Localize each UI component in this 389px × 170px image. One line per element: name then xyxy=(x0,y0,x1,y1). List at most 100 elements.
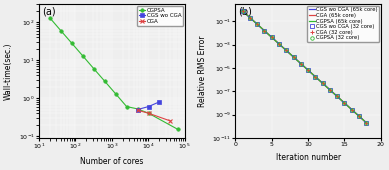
CGPSA xyxy=(113,93,118,95)
Line: CGPSA: CGPSA xyxy=(48,16,180,131)
CGA xyxy=(168,120,173,122)
CGA (32 core) xyxy=(240,10,245,12)
CGS wo CGA (65k core) xyxy=(240,10,245,12)
X-axis label: Iteration number: Iteration number xyxy=(275,152,341,162)
CGPSA (65k core) xyxy=(313,76,318,78)
CGPSA (32 core) xyxy=(247,16,252,19)
CGS wo CGA xyxy=(157,101,162,103)
CGA xyxy=(146,112,151,114)
CGS wo CGA xyxy=(135,108,140,111)
CGS wo CGA (32 core) xyxy=(364,122,369,124)
CGA (32 core) xyxy=(313,76,318,78)
CGS wo CGA (32 core) xyxy=(320,82,325,84)
Line: CGS wo CGA (32 core): CGS wo CGA (32 core) xyxy=(241,9,368,124)
CGPSA (32 core) xyxy=(262,30,267,32)
CGA (65k core) xyxy=(306,69,310,71)
CGA (32 core) xyxy=(364,122,369,124)
CGS wo CGA (65k core) xyxy=(247,16,252,19)
CGA (65k core) xyxy=(277,43,281,45)
CGS wo CGA xyxy=(146,106,151,108)
CGA (65k core) xyxy=(313,76,318,78)
CGA (65k core) xyxy=(342,102,347,104)
Text: (a): (a) xyxy=(42,7,56,17)
CGA (32 core) xyxy=(284,49,289,52)
CGS wo CGA (32 core) xyxy=(335,95,340,97)
CGPSA (32 core) xyxy=(328,89,332,91)
CGA (65k core) xyxy=(247,16,252,19)
CGS wo CGA (32 core) xyxy=(349,109,354,111)
CGPSA (65k core) xyxy=(269,36,274,38)
CGPSA (65k core) xyxy=(298,63,303,65)
CGS wo CGA (32 core) xyxy=(298,63,303,65)
CGA (65k core) xyxy=(357,115,361,117)
CGA (65k core) xyxy=(262,30,267,32)
CGPSA xyxy=(135,108,140,110)
CGPSA (32 core) xyxy=(291,56,296,58)
CGS wo CGA (65k core) xyxy=(342,102,347,104)
CGS wo CGA (65k core) xyxy=(328,89,332,91)
CGPSA (65k core) xyxy=(335,95,340,97)
CGA (65k core) xyxy=(298,63,303,65)
CGA (65k core) xyxy=(349,109,354,111)
CGS wo CGA (65k core) xyxy=(262,30,267,32)
Y-axis label: Wall-time(sec.): Wall-time(sec.) xyxy=(4,42,13,100)
CGA (65k core) xyxy=(364,122,369,124)
CGPSA xyxy=(91,68,96,70)
CGPSA (65k core) xyxy=(306,69,310,71)
CGA (32 core) xyxy=(262,30,267,32)
CGPSA (32 core) xyxy=(335,95,340,97)
CGA (32 core) xyxy=(342,102,347,104)
Line: CGA (65k core): CGA (65k core) xyxy=(243,11,366,123)
CGPSA (65k core) xyxy=(328,89,332,91)
CGA (32 core) xyxy=(357,115,361,117)
CGPSA (32 core) xyxy=(269,36,274,38)
CGPSA xyxy=(146,112,151,114)
CGS wo CGA (65k core) xyxy=(313,76,318,78)
CGA (32 core) xyxy=(247,16,252,19)
CGPSA (65k core) xyxy=(342,102,347,104)
CGPSA xyxy=(81,55,85,57)
Text: (b): (b) xyxy=(238,7,252,17)
CGPSA (32 core) xyxy=(284,49,289,52)
CGPSA (32 core) xyxy=(313,76,318,78)
CGPSA (65k core) xyxy=(262,30,267,32)
CGA (32 core) xyxy=(298,63,303,65)
CGA (65k core) xyxy=(240,10,245,12)
CGS wo CGA (32 core) xyxy=(306,69,310,71)
Line: CGPSA (65k core): CGPSA (65k core) xyxy=(243,11,366,123)
CGA (65k core) xyxy=(320,82,325,84)
CGPSA xyxy=(47,17,52,19)
CGA (32 core) xyxy=(255,23,259,25)
CGS wo CGA (32 core) xyxy=(342,102,347,104)
CGPSA (32 core) xyxy=(255,23,259,25)
CGS wo CGA (65k core) xyxy=(255,23,259,25)
CGS wo CGA (65k core) xyxy=(357,115,361,117)
Line: CGS wo CGA (65k core): CGS wo CGA (65k core) xyxy=(243,11,366,123)
CGA (65k core) xyxy=(255,23,259,25)
CGS wo CGA (65k core) xyxy=(291,56,296,58)
Line: CGS wo CGA: CGS wo CGA xyxy=(135,100,161,112)
CGPSA (65k core) xyxy=(357,115,361,117)
CGA (32 core) xyxy=(277,43,281,45)
CGPSA (32 core) xyxy=(320,82,325,84)
CGPSA (65k core) xyxy=(255,23,259,25)
CGS wo CGA (32 core) xyxy=(313,76,318,78)
CGA (65k core) xyxy=(291,56,296,58)
CGS wo CGA (32 core) xyxy=(284,49,289,52)
CGA (32 core) xyxy=(269,36,274,38)
CGPSA (32 core) xyxy=(364,122,369,124)
CGPSA xyxy=(175,128,180,130)
CGA (32 core) xyxy=(320,82,325,84)
CGA (32 core) xyxy=(349,109,354,111)
CGS wo CGA (32 core) xyxy=(291,56,296,58)
CGPSA (32 core) xyxy=(277,43,281,45)
CGS wo CGA (32 core) xyxy=(240,10,245,12)
CGS wo CGA (32 core) xyxy=(269,36,274,38)
CGA (32 core) xyxy=(306,69,310,71)
CGS wo CGA (65k core) xyxy=(284,49,289,52)
CGPSA (32 core) xyxy=(298,63,303,65)
Line: CGPSA (32 core): CGPSA (32 core) xyxy=(241,9,368,124)
CGPSA (65k core) xyxy=(247,16,252,19)
CGS wo CGA (65k core) xyxy=(277,43,281,45)
CGS wo CGA (65k core) xyxy=(320,82,325,84)
